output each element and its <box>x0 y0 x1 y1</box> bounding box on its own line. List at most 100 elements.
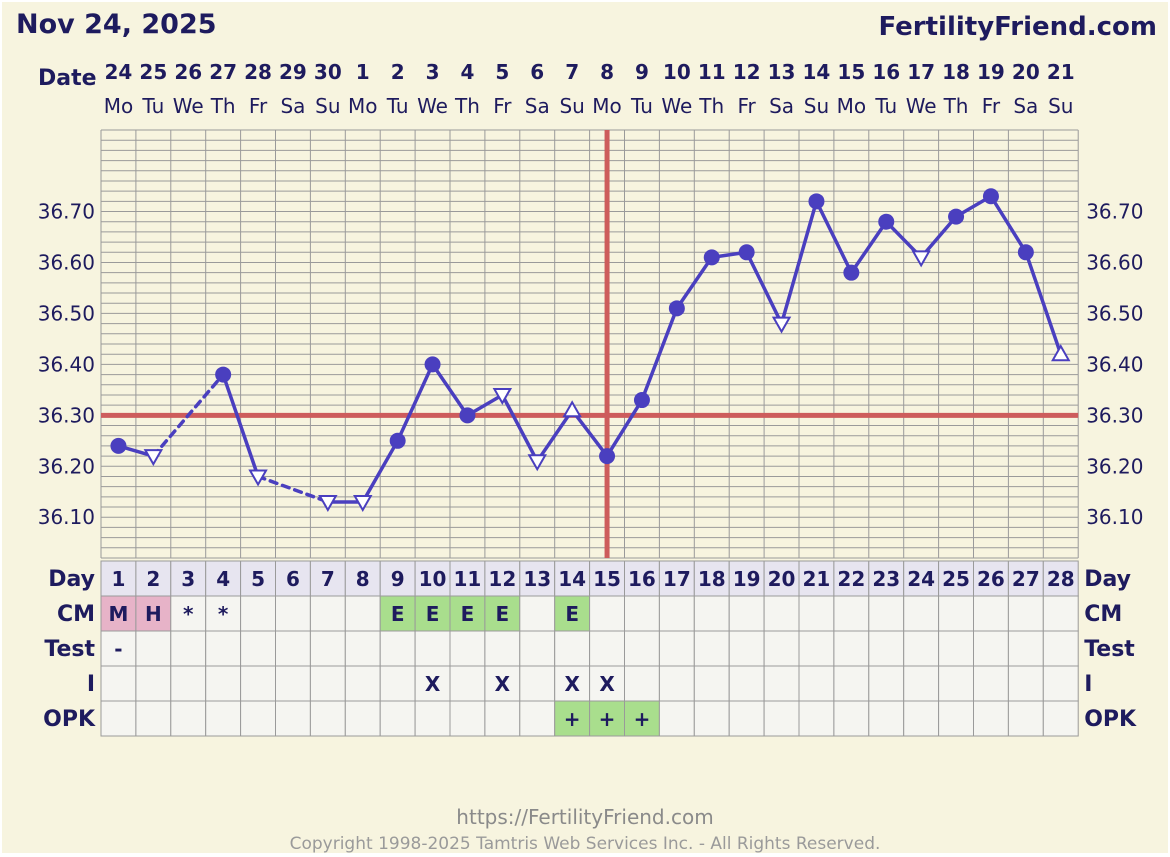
cm-cell <box>903 595 940 632</box>
day-cell <box>519 560 556 597</box>
date-label: 18 <box>942 60 970 84</box>
intercourse-cell <box>693 665 730 702</box>
temp-point-circle <box>738 244 755 261</box>
test-cell <box>798 630 835 667</box>
temp-segment <box>814 199 854 275</box>
cm-cell <box>240 595 277 632</box>
intercourse-cell <box>379 665 416 702</box>
date-label: 20 <box>1012 60 1040 84</box>
temp-segment <box>675 255 714 311</box>
opk-cell <box>624 700 660 737</box>
opk-cell <box>973 700 1009 737</box>
weekday-label: We <box>906 94 937 118</box>
intercourse-cell <box>903 665 940 702</box>
temp-point-triangle-down <box>248 469 268 487</box>
temp-point-circle <box>424 356 441 373</box>
temp-point-circle <box>459 407 476 424</box>
opk-cell <box>100 700 137 737</box>
intercourse-cell <box>589 665 625 702</box>
day-value: 17 <box>663 567 691 591</box>
weekday-label: Su <box>559 94 584 118</box>
date-label: 12 <box>733 60 761 84</box>
temp-segment <box>744 250 784 326</box>
weekday-label: We <box>661 94 692 118</box>
day-value: 9 <box>391 567 405 591</box>
test-cell <box>100 630 137 667</box>
day-value: 7 <box>321 567 335 591</box>
cm-cell <box>135 595 172 632</box>
temp-segment-dashed <box>256 474 330 504</box>
intercourse-value: X <box>425 672 441 696</box>
cm-value: * <box>183 602 194 626</box>
y-tick-label-right: 36.60 <box>1086 250 1143 274</box>
weekday-label: Tu <box>386 94 409 118</box>
cm-cell <box>414 595 451 632</box>
weekday-label: Sa <box>1013 94 1038 118</box>
intercourse-cell <box>449 665 486 702</box>
intercourse-cell <box>100 665 137 702</box>
intercourse-cell <box>973 665 1009 702</box>
weekday-label: Su <box>804 94 829 118</box>
day-value: 23 <box>872 567 900 591</box>
opk-cell <box>484 700 521 737</box>
date-label: 8 <box>600 60 614 84</box>
date-label: 29 <box>279 60 307 84</box>
cm-value: E <box>496 602 510 626</box>
day-value: 4 <box>216 567 230 591</box>
weekday-label: Su <box>1048 94 1073 118</box>
intercourse-cell <box>135 665 172 702</box>
date-label: 25 <box>139 60 167 84</box>
test-cell <box>414 630 451 667</box>
cm-cell <box>833 595 870 632</box>
cm-value: M <box>108 602 128 626</box>
opk-cell <box>379 700 416 737</box>
temp-segment <box>361 439 400 504</box>
temp-point-circle <box>878 213 895 230</box>
test-cell <box>519 630 556 667</box>
opk-row-label-right: OPK <box>1084 707 1137 732</box>
day-value: 12 <box>488 567 516 591</box>
date-header: 24Mo25Tu26We27Th28Fr29Sa30Su1Mo2Tu3We4Th… <box>104 60 1075 118</box>
cm-value: * <box>218 602 229 626</box>
cm-value: E <box>426 602 440 626</box>
cm-cell <box>763 595 800 632</box>
cm-cell <box>798 595 835 632</box>
intercourse-cell <box>484 665 521 702</box>
date-label: 9 <box>635 60 649 84</box>
test-cell <box>1007 630 1044 667</box>
day-cell <box>100 560 137 597</box>
intercourse-cell <box>1007 665 1044 702</box>
opk-cell <box>728 700 765 737</box>
opk-row-label-left: OPK <box>43 707 96 732</box>
intercourse-cell <box>1042 665 1079 702</box>
weekday-label: We <box>417 94 448 118</box>
test-row-label-right: Test <box>1084 637 1135 662</box>
day-value: 10 <box>419 567 447 591</box>
temp-segment <box>640 306 679 402</box>
test-cell <box>554 630 591 667</box>
day-cell <box>414 560 451 597</box>
day-cell <box>903 560 940 597</box>
date-label: 26 <box>174 60 202 84</box>
test-cell <box>344 630 381 667</box>
intercourse-cell <box>554 665 591 702</box>
opk-cell <box>519 700 556 737</box>
date-label: 11 <box>698 60 726 84</box>
opk-cell <box>693 700 730 737</box>
temp-segment-dashed <box>151 372 225 458</box>
temp-point-circle <box>808 193 825 210</box>
weekday-label: Mo <box>104 94 134 118</box>
opk-cell <box>240 700 277 737</box>
y-tick-label-left: 36.20 <box>38 454 95 478</box>
date-label: 3 <box>426 60 440 84</box>
test-cell <box>624 630 660 667</box>
grid <box>100 129 1079 559</box>
opk-cell <box>414 700 451 737</box>
y-tick-label-right: 36.70 <box>1086 200 1143 224</box>
day-value: 5 <box>251 567 265 591</box>
cm-cell <box>1042 595 1079 632</box>
date-label: 15 <box>837 60 865 84</box>
weekday-label: Fr <box>738 94 757 118</box>
observation-table: 1 2 3 4 5 6 7 8 9 10 11 12 13 14 15 16 17 18 19 20 21 22 23 24 2… <box>43 560 1137 737</box>
temp-point-circle <box>982 188 999 205</box>
